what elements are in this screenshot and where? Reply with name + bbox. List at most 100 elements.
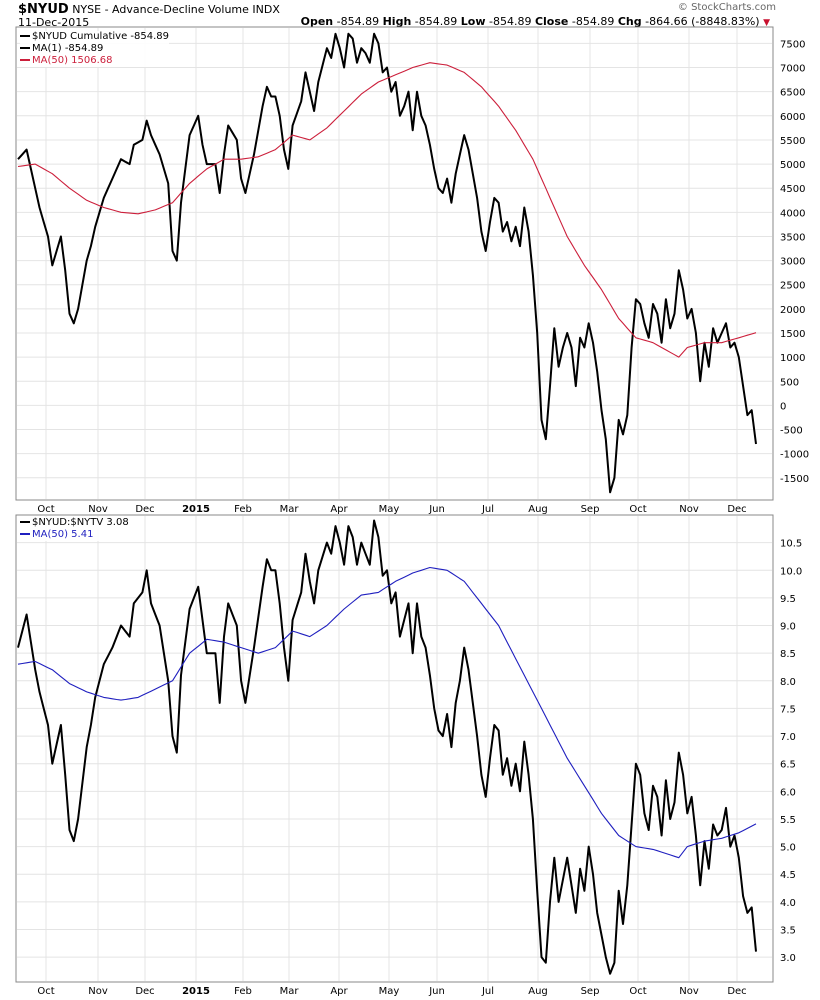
high-label: High	[382, 15, 412, 28]
top-ytick-label: 2000	[780, 305, 805, 316]
top-xtick-label: Apr	[330, 504, 348, 515]
bottom-xtick-label: Sep	[581, 986, 600, 997]
legend-item-ratio: $NYUD:$NYTV 3.08	[20, 517, 129, 529]
top-xtick-label: Dec	[727, 504, 746, 515]
top-xtick-label: Jun	[428, 504, 445, 515]
legend-ma1-label: MA(1) -854.89	[32, 43, 104, 54]
top-ytick-label: 3500	[780, 232, 805, 243]
bottom-xtick-label: Jul	[481, 986, 494, 997]
bottom-ytick-label: 8.0	[780, 677, 796, 688]
top-ytick-label: 3000	[780, 257, 805, 268]
bottom-xtick-label: Mar	[280, 986, 300, 997]
top-xtick-label: Mar	[280, 504, 300, 515]
top-xtick-label: Nov	[679, 504, 699, 515]
top-ytick-label: 4500	[780, 184, 805, 195]
bottom-ytick-label: 4.0	[780, 898, 796, 909]
top-ytick-label: -1000	[780, 450, 809, 461]
close-label: Close	[534, 15, 569, 28]
legend-item-ma50: MA(50) 1506.68	[20, 55, 169, 67]
chart-date: 11-Dec-2015	[18, 16, 90, 29]
bottom-xtick-label: Apr	[330, 986, 348, 997]
top-xtick-label: Oct	[629, 504, 646, 515]
bottom-ma50-line	[17, 566, 757, 859]
header-title-row: $NYUD NYSE - Advance-Decline Volume INDX	[18, 2, 280, 17]
top-legend: $NYUD Cumulative -854.89 MA(1) -854.89 M…	[20, 31, 170, 67]
bottom-ytick-label: 3.5	[780, 925, 796, 936]
bottom-xtick-label: Aug	[528, 986, 548, 997]
legend-ma50-bottom-label: MA(50) 5.41	[32, 529, 94, 540]
bottom-ytick-label: 10.0	[780, 566, 802, 577]
bottom-ytick-label: 10.5	[780, 539, 802, 550]
legend-item-ma1: MA(1) -854.89	[20, 43, 169, 55]
top-xtick-label: Dec	[135, 504, 154, 515]
quote-summary: Open -854.89 High -854.89 Low -854.89 Cl…	[301, 15, 770, 28]
bottom-ytick-label: 4.5	[780, 870, 796, 881]
top-ytick-label: 7500	[780, 39, 805, 50]
bottom-ytick-label: 5.0	[780, 843, 796, 854]
bottom-ytick-label: 7.5	[780, 704, 796, 715]
bottom-ytick-label: 6.5	[780, 760, 796, 771]
bottom-ytick-label: 8.5	[780, 649, 796, 660]
top-xtick-label: Feb	[234, 504, 252, 515]
bottom-ytick-label: 9.0	[780, 622, 796, 633]
legend-item-ma50-bottom: MA(50) 5.41	[20, 529, 129, 541]
top-ytick-label: 6000	[780, 112, 805, 123]
top-ytick-label: 0	[780, 401, 786, 412]
legend-swatch-icon	[20, 521, 30, 523]
top-ytick-label: 6500	[780, 88, 805, 99]
top-xtick-label: Nov	[88, 504, 108, 515]
legend-ma50-label: MA(50) 1506.68	[32, 55, 113, 66]
top-ytick-label: 5000	[780, 160, 805, 171]
bottom-xtick-label: 2015	[182, 986, 210, 997]
top-ytick-label: 1000	[780, 353, 805, 364]
top-ytick-label: 4000	[780, 208, 805, 219]
top-xtick-label: Oct	[37, 504, 54, 515]
top-ytick-label: 7000	[780, 64, 805, 75]
low-label: Low	[460, 15, 486, 28]
bottom-price-line	[17, 519, 757, 975]
legend-cumulative-label: $NYUD Cumulative -854.89	[32, 31, 170, 42]
top-ytick-label: -1500	[780, 474, 809, 485]
top-ytick-label: 5500	[780, 136, 805, 147]
top-ytick-label: 2500	[780, 281, 805, 292]
bottom-xtick-label: Oct	[629, 986, 646, 997]
symbol-description: NYSE - Advance-Decline Volume INDX	[72, 3, 280, 16]
top-ytick-label: 1500	[780, 329, 805, 340]
bottom-xtick-label: Jun	[428, 986, 445, 997]
top-xtick-label: May	[379, 504, 400, 515]
low-value: -854.89	[488, 15, 532, 28]
top-xtick-label: Sep	[581, 504, 600, 515]
brand-label: © StockCharts.com	[677, 2, 776, 13]
bottom-ytick-label: 9.5	[780, 594, 796, 605]
bottom-xtick-label: Dec	[727, 986, 746, 997]
bottom-ytick-label: 5.5	[780, 815, 796, 826]
open-value: -854.89	[336, 15, 380, 28]
bottom-xtick-label: Nov	[88, 986, 108, 997]
high-value: -854.89	[414, 15, 458, 28]
legend-item-cumulative: $NYUD Cumulative -854.89	[20, 31, 169, 43]
top-price-line	[17, 32, 757, 494]
chg-value: -864.66 (-8848.83%)	[645, 15, 760, 28]
bottom-plot-frame	[15, 514, 774, 983]
top-xtick-label: Jul	[481, 504, 494, 515]
top-xtick-label: 2015	[182, 504, 210, 515]
close-value: -854.89	[571, 15, 615, 28]
legend-swatch-icon	[20, 47, 30, 49]
top-ytick-label: 500	[780, 377, 799, 388]
bottom-xtick-label: Dec	[135, 986, 154, 997]
bottom-xtick-label: Nov	[679, 986, 699, 997]
bottom-legend: $NYUD:$NYTV 3.08 MA(50) 5.41	[20, 517, 129, 541]
top-ma50-line	[17, 62, 757, 358]
bottom-ytick-label: 6.0	[780, 787, 796, 798]
bottom-ytick-label: 7.0	[780, 732, 796, 743]
bottom-xtick-label: Feb	[234, 986, 252, 997]
bottom-ytick-label: 3.0	[780, 953, 796, 964]
down-triangle-icon: ▼	[763, 18, 770, 28]
legend-ratio-label: $NYUD:$NYTV 3.08	[32, 517, 129, 528]
legend-swatch-icon	[20, 533, 30, 535]
legend-swatch-icon	[20, 35, 30, 37]
top-plot-frame	[15, 26, 774, 501]
open-label: Open	[300, 15, 334, 28]
top-ytick-label: -500	[780, 426, 803, 437]
